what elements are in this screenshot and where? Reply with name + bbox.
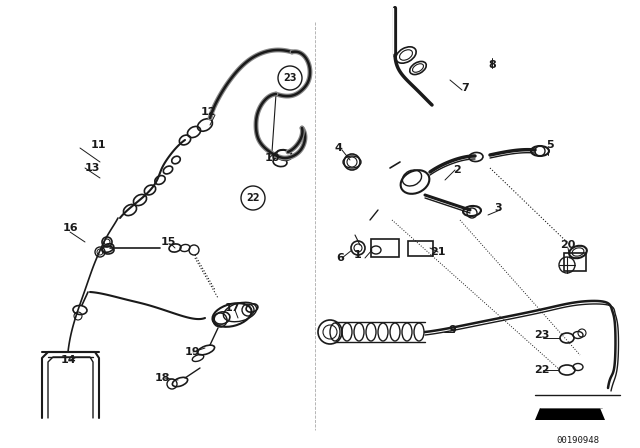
Text: 9: 9 [448, 325, 456, 335]
Text: 14: 14 [60, 355, 76, 365]
Bar [408, 241, 433, 255]
Text: 3: 3 [494, 203, 502, 213]
Text: 11: 11 [90, 140, 106, 150]
Text: 17: 17 [224, 303, 240, 313]
Text: 00190948: 00190948 [557, 435, 600, 444]
Bar [371, 239, 399, 257]
Text: 1: 1 [354, 250, 362, 260]
Text: 10: 10 [264, 153, 280, 163]
Text: 7: 7 [461, 83, 469, 93]
Bar [564, 253, 586, 271]
Text: 15: 15 [160, 237, 176, 247]
Text: 19: 19 [184, 347, 200, 357]
Text: 6: 6 [336, 253, 344, 263]
Polygon shape [535, 408, 605, 420]
Text: 23: 23 [534, 330, 550, 340]
Text: 5: 5 [546, 140, 554, 150]
Text: 16: 16 [62, 223, 78, 233]
Text: 22: 22 [246, 193, 260, 203]
Text: 21: 21 [430, 247, 445, 257]
Text: 13: 13 [84, 163, 100, 173]
Text: 20: 20 [560, 240, 576, 250]
Text: 4: 4 [334, 143, 342, 153]
Text: 8: 8 [488, 60, 496, 70]
Text: 12: 12 [200, 107, 216, 117]
Text: 2: 2 [453, 165, 461, 175]
Text: 23: 23 [284, 73, 297, 83]
Text: 18: 18 [154, 373, 170, 383]
Text: 22: 22 [534, 365, 550, 375]
